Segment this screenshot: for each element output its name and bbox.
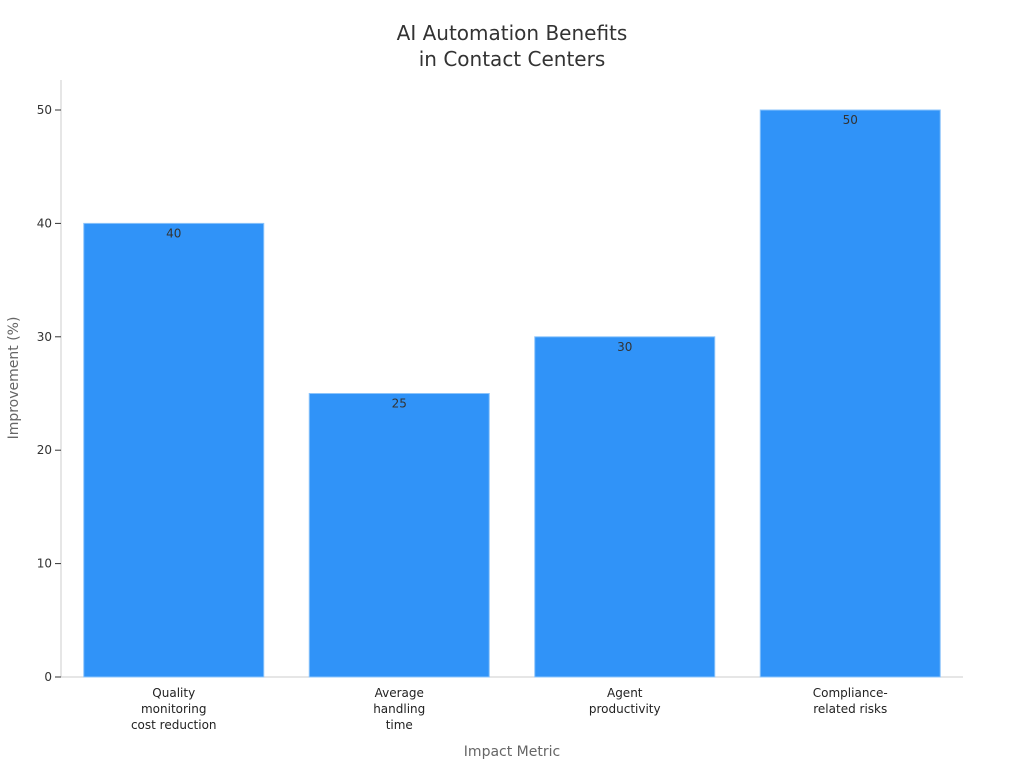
data-label: 25	[392, 397, 407, 411]
bar	[83, 222, 265, 678]
chart-title: in Contact Centers	[419, 47, 606, 71]
data-label: 30	[617, 340, 632, 354]
y-tick-label: 10	[37, 557, 52, 571]
bar	[308, 393, 490, 678]
y-tick-label: 40	[37, 216, 52, 230]
x-tick-label: Compliance-	[813, 686, 888, 700]
y-tick-label: 30	[37, 330, 52, 344]
chart-title: AI Automation Benefits	[397, 21, 628, 45]
bar	[759, 109, 941, 678]
x-tick-label: Quality	[152, 686, 195, 700]
y-tick-label: 50	[37, 103, 52, 117]
x-tick-label: monitoring	[141, 702, 207, 716]
x-tick-label: related risks	[813, 702, 887, 716]
data-label: 50	[843, 113, 858, 127]
x-tick-label: Average	[375, 686, 424, 700]
x-tick-label: Agent	[607, 686, 643, 700]
data-label: 40	[166, 226, 181, 240]
x-tick-label: handling	[373, 702, 425, 716]
y-tick-label: 0	[44, 670, 52, 684]
x-tick-label: time	[386, 718, 413, 732]
x-tick-label: productivity	[589, 702, 661, 716]
y-tick-label: 20	[37, 443, 52, 457]
x-tick-label: cost reduction	[131, 718, 217, 732]
x-axis-title: Impact Metric	[464, 744, 560, 760]
bar	[534, 336, 716, 678]
y-axis-title: Improvement (%)	[6, 317, 22, 440]
